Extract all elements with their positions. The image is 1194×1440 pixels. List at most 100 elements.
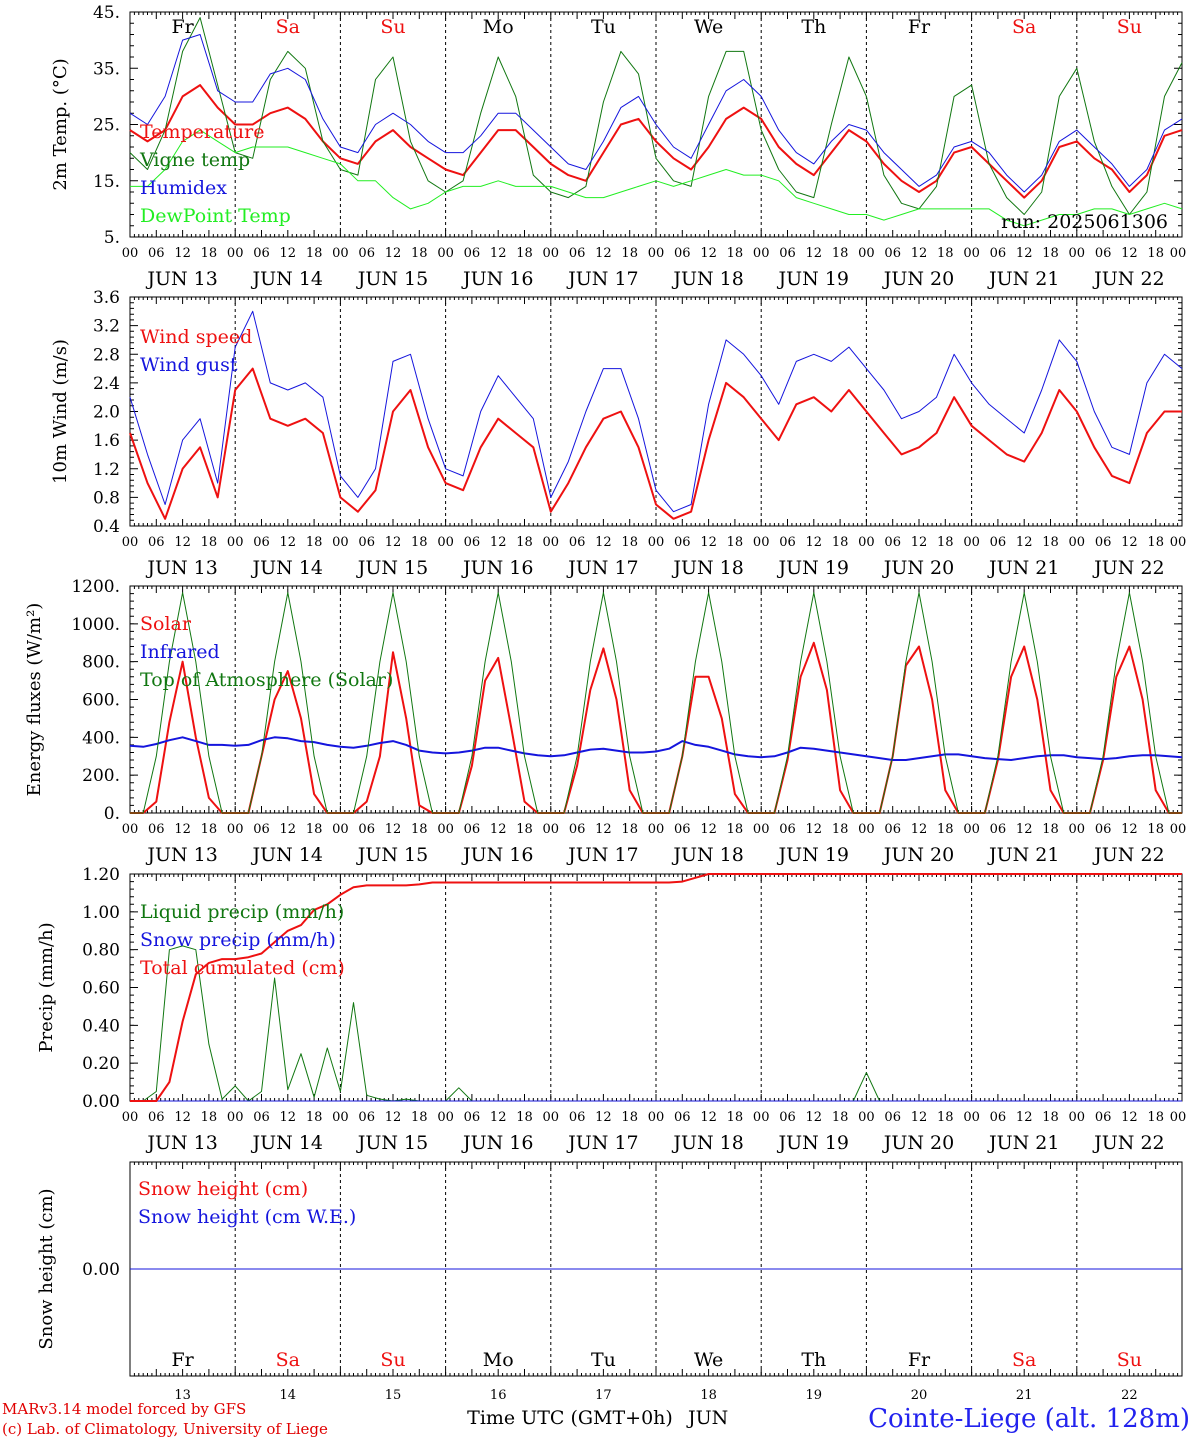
hour-tick-label: 12 <box>174 1110 191 1125</box>
day-number-label: 22 <box>1121 1388 1138 1403</box>
date-label: JUN 15 <box>356 268 428 290</box>
legend-entry: Snow precip (mm/h) <box>140 929 336 951</box>
hour-tick-label: 06 <box>779 535 796 550</box>
hour-tick-label: 18 <box>727 246 744 261</box>
day-number-label: 16 <box>490 1388 507 1403</box>
hour-tick-label: 00 <box>1069 246 1086 261</box>
series-line-infrared <box>129 736 1183 761</box>
y-axis-label: Precip (mm/h) <box>36 922 57 1052</box>
station-name: Cointe-Liege (alt. 128m) <box>868 1404 1190 1434</box>
hour-tick-label: 12 <box>385 535 402 550</box>
run-label: run: 2025061306 <box>1001 211 1168 233</box>
y-tick-label: 3.2 <box>93 317 120 337</box>
hour-tick-label: 12 <box>1121 1110 1138 1125</box>
hour-tick-label: 12 <box>595 246 612 261</box>
y-tick-label: 0.8 <box>93 488 120 508</box>
series-line-wind-speed <box>129 367 1182 520</box>
series-line-total-cumulated-cm- <box>130 873 1182 1102</box>
date-label: JUN 20 <box>882 557 954 579</box>
day-label: Fr <box>171 16 194 38</box>
hour-tick-label: 12 <box>490 246 507 261</box>
panel-4: 0.00 Snow height (cm) Snow height (cm) Snow… <box>36 1161 1183 1403</box>
hour-tick-label: 06 <box>358 535 375 550</box>
hour-tick-label: 12 <box>174 535 191 550</box>
date-label: JUN 19 <box>777 557 849 579</box>
hour-tick-label: 06 <box>674 822 691 837</box>
legend-entry: Snow height (cm W.E.) <box>138 1206 356 1228</box>
legend-entry: Solar <box>140 613 192 635</box>
hour-tick-label: 00 <box>648 1110 665 1125</box>
y-tick-label: 600. <box>82 691 120 711</box>
hour-tick-label: 00 <box>122 246 139 261</box>
hour-tick-label: 06 <box>358 246 375 261</box>
hour-tick-label: 00 <box>332 1110 349 1125</box>
day-label: Su <box>380 1349 405 1371</box>
hour-tick-label: 18 <box>306 1110 323 1125</box>
date-label: JUN 16 <box>461 268 533 290</box>
hour-tick-label: 12 <box>280 246 297 261</box>
day-number-label: 20 <box>911 1388 928 1403</box>
legend-entry: Total cumulated (cm) <box>140 957 345 979</box>
date-label: JUN 19 <box>777 268 849 290</box>
x-ticks <box>129 12 1183 237</box>
hour-tick-label: 06 <box>253 1110 270 1125</box>
hour-tick-label: 18 <box>621 246 638 261</box>
date-label: JUN 13 <box>145 268 217 290</box>
y-tick-label: 2.8 <box>93 345 120 365</box>
legend-entry: DewPoint Temp <box>140 205 291 227</box>
hour-tick-label: 18 <box>727 822 744 837</box>
day-label: We <box>694 16 723 38</box>
hour-tick-label: 06 <box>148 822 165 837</box>
y-axis-label: 2m Temp. (°C) <box>50 58 71 190</box>
hour-tick-label: 06 <box>253 535 270 550</box>
day-label: Su <box>380 16 405 38</box>
y-tick-label: 2.0 <box>93 403 120 423</box>
hour-tick-label: 18 <box>1042 822 1059 837</box>
x-ticks <box>129 1162 1183 1376</box>
y-tick-label: 3.6 <box>93 288 120 308</box>
day-label: Tu <box>591 16 616 38</box>
hour-tick-label: 18 <box>201 822 218 837</box>
x-ticks <box>129 297 1183 526</box>
date-label: JUN 14 <box>251 557 323 579</box>
y-axis-label: 10m Wind (m/s) <box>50 339 71 484</box>
hour-tick-label: 12 <box>1121 246 1138 261</box>
hour-tick-label: 12 <box>1016 535 1033 550</box>
date-label: JUN 14 <box>251 1132 323 1154</box>
hour-tick-label: 00 <box>858 246 875 261</box>
hour-tick-label: 06 <box>779 1110 796 1125</box>
date-label: JUN 13 <box>145 844 217 866</box>
hour-tick-label: 12 <box>806 246 823 261</box>
hour-tick-label: 12 <box>595 535 612 550</box>
day-number-label: 19 <box>806 1388 823 1403</box>
hour-tick-label: 12 <box>1016 1110 1033 1125</box>
hour-tick-label: 12 <box>911 1110 928 1125</box>
hour-tick-label: 06 <box>990 1110 1007 1125</box>
hour-tick-label: 18 <box>937 535 954 550</box>
hour-tick-label: 00 <box>963 246 980 261</box>
hour-tick-label: 12 <box>1016 246 1033 261</box>
hour-tick-label: 12 <box>174 246 191 261</box>
hour-tick-label: 00 <box>648 246 665 261</box>
hour-tick-label: 06 <box>990 822 1007 837</box>
date-label: JUN 15 <box>356 1132 428 1154</box>
hour-tick-label: 18 <box>411 822 428 837</box>
hour-tick-label: 18 <box>516 535 533 550</box>
date-label: JUN 15 <box>356 557 428 579</box>
date-label: JUN 21 <box>987 844 1059 866</box>
day-label: Tu <box>591 1349 616 1371</box>
hour-tick-label: 18 <box>306 246 323 261</box>
date-label: JUN 22 <box>1092 1132 1164 1154</box>
hour-tick-label: 18 <box>411 1110 428 1125</box>
hour-tick-label: 06 <box>464 1110 481 1125</box>
hour-tick-label: 06 <box>674 535 691 550</box>
hour-tick-label: 18 <box>1147 535 1164 550</box>
day-label: We <box>694 1349 723 1371</box>
hour-tick-label: 06 <box>253 822 270 837</box>
series-line-humidex <box>129 34 1183 193</box>
hour-tick-label: 00 <box>1069 1110 1086 1125</box>
hour-tick-label: 18 <box>832 822 849 837</box>
hour-tick-label: 00 <box>543 822 560 837</box>
hour-tick-label: 00 <box>963 822 980 837</box>
